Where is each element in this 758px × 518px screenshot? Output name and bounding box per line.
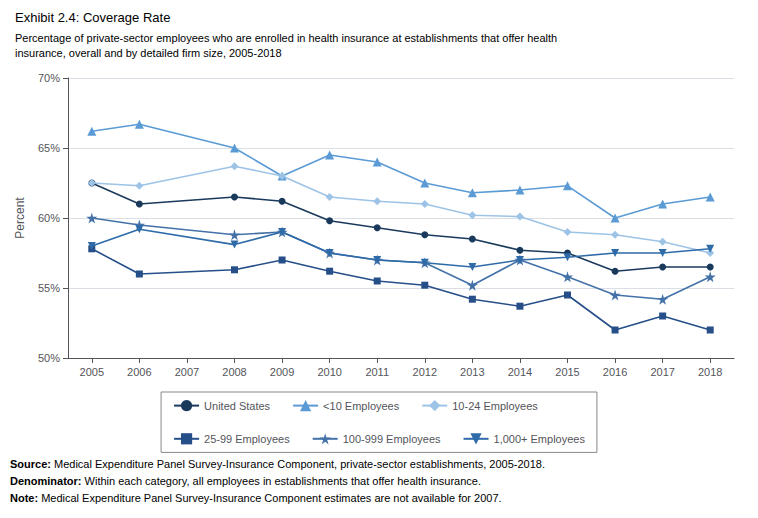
svg-text:2012: 2012 (413, 366, 437, 378)
svg-text:50%: 50% (38, 352, 60, 364)
svg-text:60%: 60% (38, 212, 60, 224)
svg-text:70%: 70% (38, 72, 60, 84)
svg-text:Source:: Source: (10, 458, 51, 470)
svg-text:2013: 2013 (460, 366, 484, 378)
svg-text:10-24 Employees: 10-24 Employees (452, 400, 538, 412)
svg-text:2009: 2009 (270, 366, 294, 378)
svg-text:United States: United States (204, 400, 271, 412)
svg-text:2016: 2016 (603, 366, 627, 378)
svg-text:55%: 55% (38, 282, 60, 294)
svg-text:Within each category, all empl: Within each category, all employees in e… (82, 475, 481, 487)
svg-text:insurance, overall and by deta: insurance, overall and by detailed firm … (15, 47, 282, 59)
svg-text:25-99 Employees: 25-99 Employees (204, 433, 290, 445)
svg-text:100-999 Employees: 100-999 Employees (343, 433, 441, 445)
svg-text:Percentage of private-sector e: Percentage of private-sector employees w… (15, 32, 557, 44)
svg-text:2018: 2018 (698, 366, 722, 378)
svg-text:65%: 65% (38, 142, 60, 154)
svg-text:2014: 2014 (508, 366, 532, 378)
svg-text:2011: 2011 (365, 366, 389, 378)
svg-text:2006: 2006 (127, 366, 151, 378)
svg-text:2005: 2005 (80, 366, 104, 378)
svg-text:<10 Employees: <10 Employees (323, 400, 400, 412)
svg-text:1,000+ Employees: 1,000+ Employees (494, 433, 586, 445)
svg-text:2015: 2015 (555, 366, 579, 378)
svg-text:Medical Expenditure Panel Surv: Medical Expenditure Panel Survey-Insuran… (38, 492, 501, 504)
svg-text:Percent: Percent (13, 197, 27, 239)
svg-text:2010: 2010 (317, 366, 341, 378)
svg-text:Note:: Note: (10, 492, 38, 504)
svg-text:Denominator:: Denominator: (10, 475, 82, 487)
svg-text:Exhibit 2.4: Coverage Rate: Exhibit 2.4: Coverage Rate (15, 10, 170, 25)
svg-text:Medical Expenditure Panel Surv: Medical Expenditure Panel Survey-Insuran… (51, 458, 545, 470)
svg-text:2017: 2017 (650, 366, 674, 378)
svg-text:2007: 2007 (175, 366, 199, 378)
svg-text:2008: 2008 (222, 366, 246, 378)
